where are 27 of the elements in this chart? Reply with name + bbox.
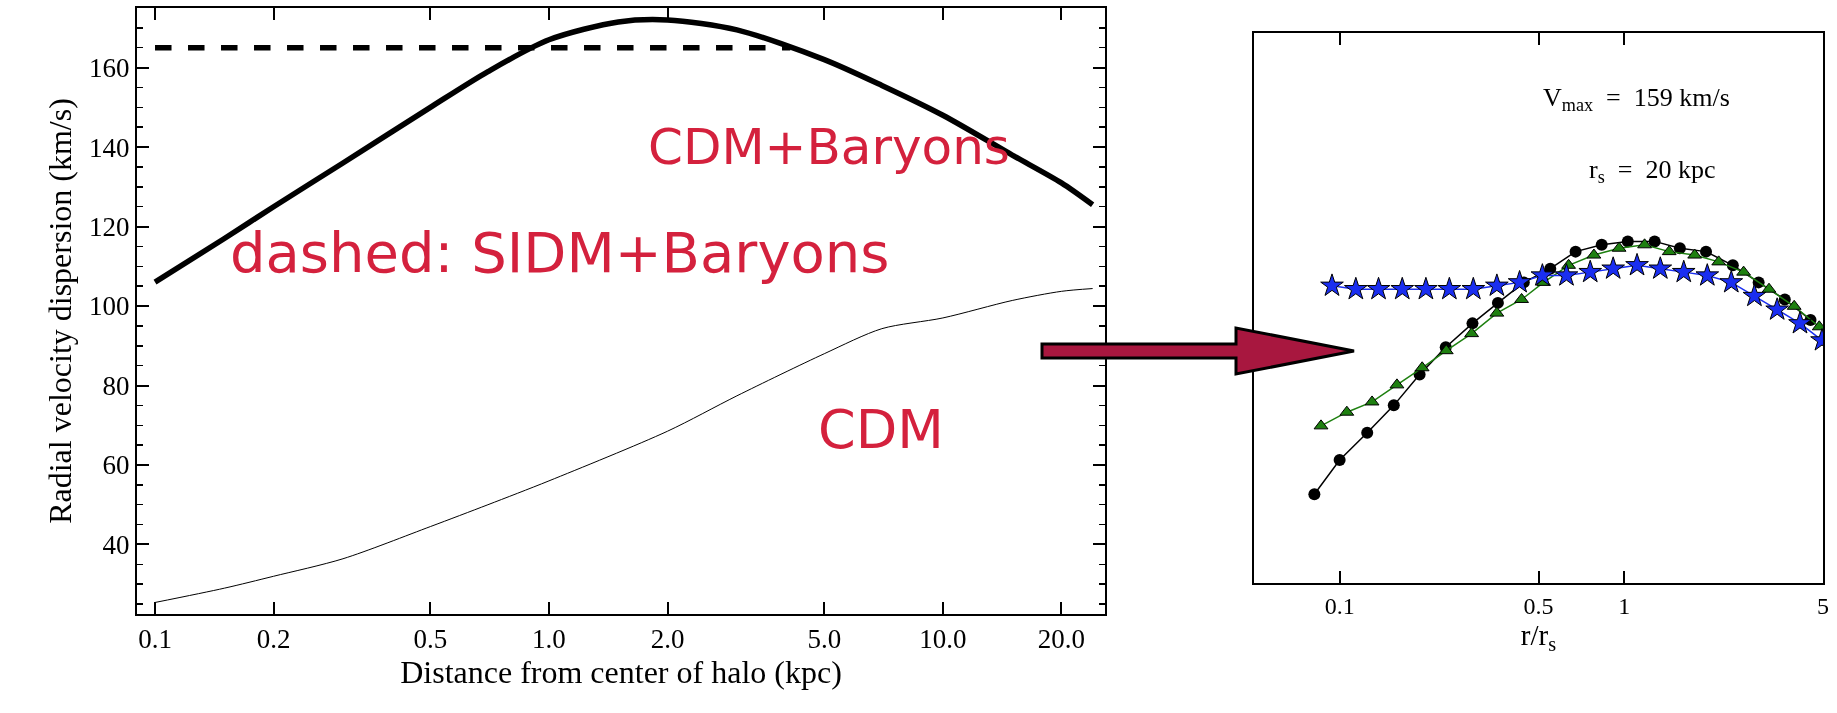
y-tick-label: 60 bbox=[102, 450, 130, 481]
annotation: CDM+Baryons bbox=[648, 118, 1010, 176]
x-tick-label: 5 bbox=[1817, 592, 1829, 619]
x-axis-title: r/r$_{s}$ bbox=[1520, 618, 1557, 655]
y-tick-label: 140 bbox=[89, 132, 130, 163]
text: r$_{s}$ = 20 kpc bbox=[1589, 155, 1716, 188]
y-tick-label: 120 bbox=[89, 212, 130, 243]
y-tick-label: 40 bbox=[102, 529, 130, 560]
x-tick-label: 0.2 bbox=[256, 624, 291, 655]
x-tick-label: 5.0 bbox=[807, 624, 842, 655]
y-axis-title: Radial velocity dispersion (km/s) bbox=[41, 98, 78, 524]
x-axis-title: Distance from center of halo (kpc) bbox=[400, 654, 842, 691]
annotation: dashed: SIDM+Baryons bbox=[230, 220, 890, 285]
x-tick-label: 1 bbox=[1618, 592, 1631, 619]
annotation: CDM bbox=[818, 398, 944, 461]
x-tick-label: 0.5 bbox=[1523, 592, 1554, 619]
x-tick-label: 10.0 bbox=[919, 624, 967, 655]
y-tick-label: 80 bbox=[102, 370, 130, 401]
x-tick-label: 1.0 bbox=[532, 624, 566, 655]
y-tick-label: 160 bbox=[89, 53, 130, 84]
text: V$_{max}$ = 159 km/s bbox=[1543, 83, 1730, 116]
x-tick-label: 0.1 bbox=[138, 624, 172, 655]
x-tick-label: 0.5 bbox=[413, 624, 448, 655]
x-tick-label: 2.0 bbox=[650, 624, 685, 655]
x-tick-label: 20.0 bbox=[1037, 624, 1086, 655]
y-tick-label: 100 bbox=[89, 291, 130, 322]
x-tick-label: 0.1 bbox=[1324, 592, 1355, 619]
